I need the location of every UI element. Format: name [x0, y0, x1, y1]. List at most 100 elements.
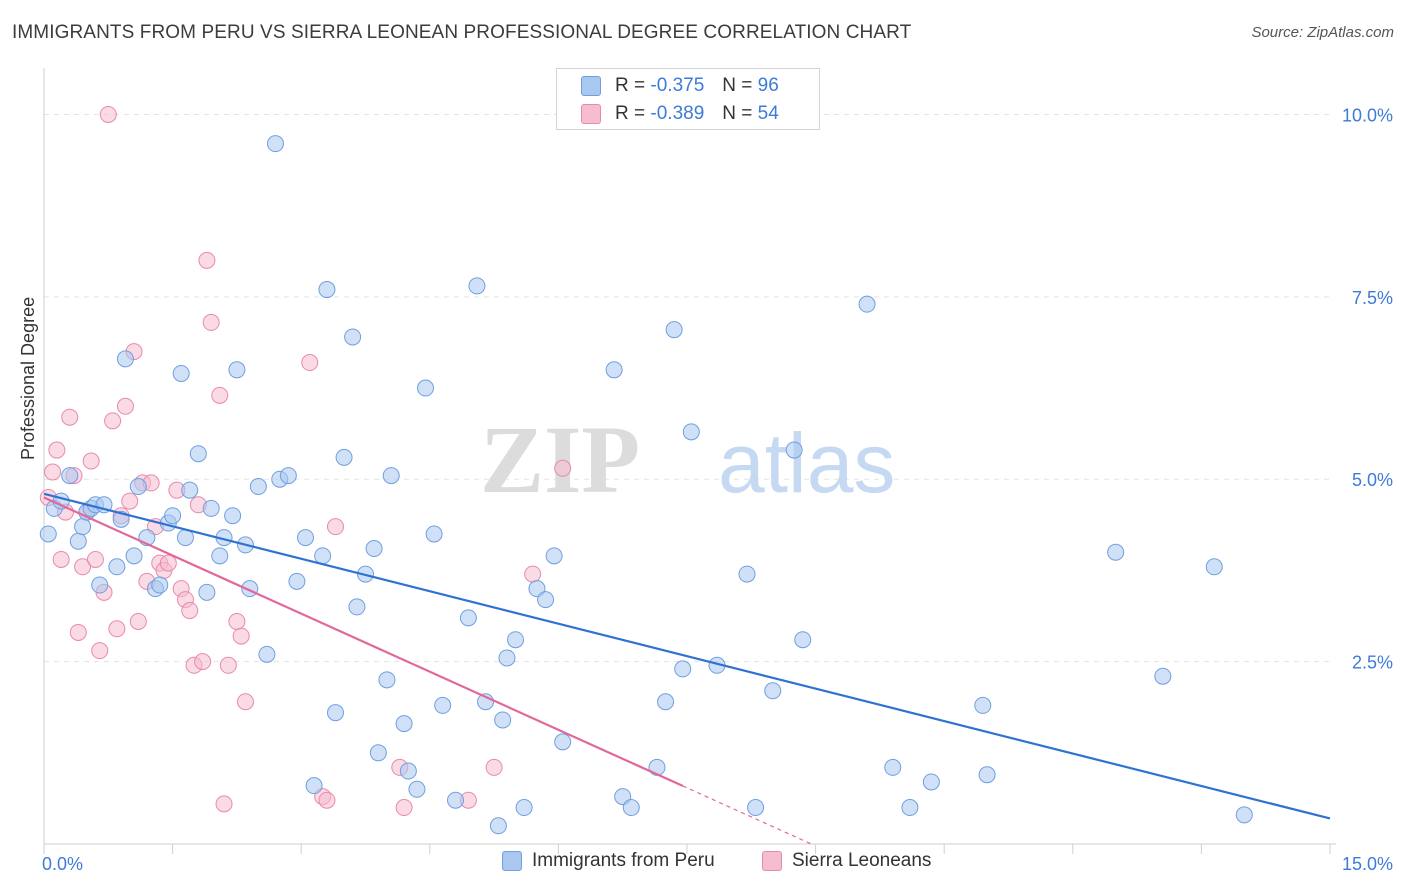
y-tick-label: 5.0%	[1352, 470, 1393, 490]
tick-labels: 2.5% 5.0% 7.5% 10.0% 0.0% 15.0%	[42, 105, 1393, 874]
peru-point	[224, 507, 242, 525]
peru-point	[459, 609, 477, 627]
peru-point	[665, 321, 683, 339]
peru-point	[382, 467, 400, 485]
peru-point	[858, 295, 876, 313]
sierra-leoneans-point	[236, 693, 254, 711]
sierra-leoneans-point	[485, 758, 503, 776]
correlation-row-peru: R = -0.375 N = 96	[581, 71, 779, 101]
peru-point	[164, 507, 182, 525]
r-value: -0.389	[650, 103, 705, 124]
watermark: ZIP atlas	[480, 406, 895, 513]
peru-point	[365, 540, 383, 558]
peru-point	[258, 645, 276, 663]
peru-point	[554, 733, 572, 751]
n-value: 96	[757, 75, 779, 96]
peru-point	[425, 525, 443, 543]
peru-point	[794, 631, 812, 649]
legend-label-peru: Immigrants from Peru	[532, 850, 715, 871]
peru-point	[296, 529, 314, 547]
legend-swatch-sierra-leoneans	[762, 851, 782, 871]
legend-item-peru[interactable]: Immigrants from Peru	[502, 850, 715, 872]
sierra-leoneans-point	[198, 251, 216, 269]
peru-point	[288, 572, 306, 590]
peru-point	[116, 350, 134, 368]
peru-point	[69, 532, 87, 550]
peru-point	[198, 583, 216, 601]
peru-point	[335, 448, 353, 466]
r-label: R =	[615, 75, 646, 96]
sierra-leoneans-point	[326, 518, 344, 536]
y-tick-label: 10.0%	[1342, 105, 1393, 125]
peru-point	[314, 547, 332, 565]
legend-item-sierra-leoneans[interactable]: Sierra Leoneans	[762, 850, 931, 872]
sierra-leoneans-point	[554, 459, 572, 477]
sierra-leoneans-point	[104, 412, 122, 430]
peru-point	[318, 281, 336, 299]
x-tick-label-max: 15.0%	[1342, 854, 1393, 874]
peru-point	[249, 478, 267, 496]
series-immigrants-from-peru	[39, 109, 1253, 835]
peru-point	[211, 547, 229, 565]
peru-point	[498, 649, 516, 667]
sierra-leoneans-point	[215, 795, 233, 813]
sierra-leoneans-swatch	[581, 104, 601, 124]
peru-point	[537, 591, 555, 609]
peru-point	[622, 799, 640, 817]
peru-point	[1205, 558, 1223, 576]
sierra-leoneans-point	[232, 627, 250, 645]
peru-point	[764, 682, 782, 700]
sierra-leoneans-point	[228, 612, 246, 630]
sierra-leoneans-point	[52, 550, 70, 568]
peru-point	[978, 766, 996, 784]
peru-point	[61, 467, 79, 485]
peru-point	[605, 361, 623, 379]
grid-lines	[44, 113, 1330, 663]
sierra-leoneans-point	[194, 653, 212, 671]
sierra-leoneans-point	[219, 656, 237, 674]
y-tick-label: 7.5%	[1352, 288, 1393, 308]
legend-swatch-peru	[502, 851, 522, 871]
peru-point	[974, 696, 992, 714]
peru-point	[266, 135, 284, 153]
axes	[43, 68, 1336, 854]
peru-point	[279, 467, 297, 485]
peru-point	[674, 660, 692, 678]
sierra-leoneans-point	[69, 623, 87, 641]
peru-point	[434, 696, 452, 714]
legend-label-sierra-leoneans: Sierra Leoneans	[792, 850, 932, 871]
peru-point	[348, 598, 366, 616]
n-value: 54	[757, 103, 779, 124]
trend-line-peru	[43, 492, 1331, 820]
peru-point	[494, 711, 512, 729]
peru-point	[648, 758, 666, 776]
trend-line-sierra-leoneans-extension	[682, 785, 812, 845]
sierra-leoneans-point	[211, 386, 229, 404]
sierra-leoneans-point	[61, 408, 79, 426]
peru-point	[489, 817, 507, 835]
peru-point	[202, 499, 220, 517]
sierra-leoneans-point	[395, 799, 413, 817]
peru-point	[738, 565, 756, 583]
sierra-leoneans-point	[99, 105, 117, 123]
peru-point	[901, 799, 919, 817]
peru-point	[682, 423, 700, 441]
peru-point	[395, 715, 413, 733]
peru-point	[468, 277, 486, 295]
sierra-leoneans-point	[202, 313, 220, 331]
peru-point	[344, 328, 362, 346]
peru-point	[408, 780, 426, 798]
sierra-leoneans-point	[74, 558, 92, 576]
trend-line-sierra-leoneans	[43, 496, 684, 787]
peru-point	[108, 558, 126, 576]
peru-point	[39, 525, 57, 543]
peru-point	[181, 481, 199, 499]
peru-point	[747, 799, 765, 817]
sierra-leoneans-point	[159, 554, 177, 572]
peru-point	[399, 762, 417, 780]
peru-point	[369, 744, 387, 762]
correlation-legend: R = -0.375 N = 96 R = -0.389 N = 54	[556, 68, 820, 130]
chart-title: IMMIGRANTS FROM PERU VS SIERRA LEONEAN P…	[12, 22, 912, 43]
sierra-leoneans-point	[524, 565, 542, 583]
